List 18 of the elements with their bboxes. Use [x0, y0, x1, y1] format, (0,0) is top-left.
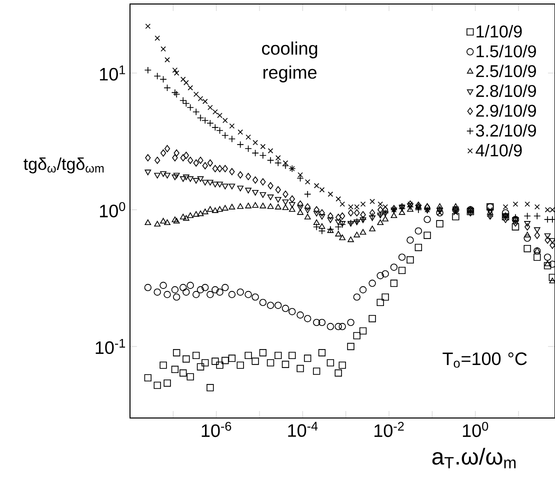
y-tick-label: 10$^{-1}$ [96, 338, 126, 354]
y-tick-label: 10$^{0}$ [100, 202, 126, 218]
legend-label: 2.9/10/9 [476, 104, 536, 117]
legend-label: 2.8/10/9 [476, 84, 536, 97]
x-tick-label: 10$^{-2}$ [374, 422, 404, 438]
y-tick-label: 10$^{1}$ [100, 66, 126, 81]
annotation: cooling regime [262, 42, 318, 82]
legend-label: 2.5/10/9 [476, 64, 536, 78]
x-tick-label: 10$^{-6}$ [202, 422, 232, 438]
x-tick-label: 10$^{-4}$ [288, 422, 318, 437]
legend-label: 3.2/10/9 [476, 124, 536, 137]
legend-label: 4/10/9 [476, 144, 522, 156]
y-axis-title: tgδ$_{ω}$/tgδ$_{ωm}$ [24, 158, 104, 174]
annotation: T$_{o}$=100 °C [442, 352, 527, 368]
x-axis-title: a$_{T}$.ω/ω$_{m}$ [432, 448, 516, 468]
legend-label: 1.5/10/9 [476, 44, 536, 58]
legend-label: 1/10/9 [476, 25, 522, 38]
x-tick-label: 10$^{0}$ [462, 422, 488, 438]
